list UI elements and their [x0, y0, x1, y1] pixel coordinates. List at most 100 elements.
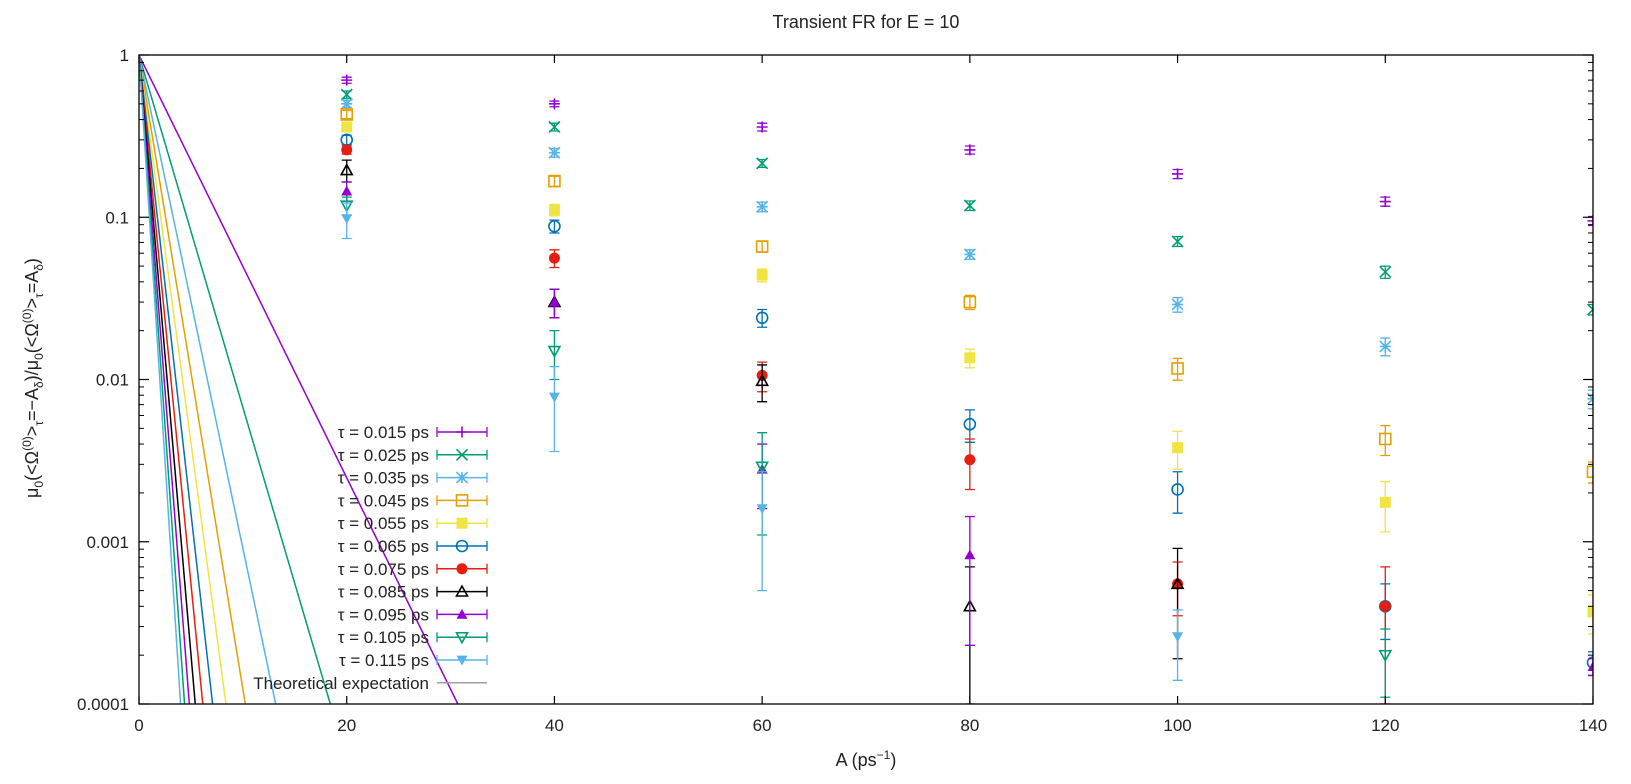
series-6-errorbar-4 [964, 409, 975, 443]
x-tick-label: 100 [1163, 716, 1191, 735]
series-1-point-4 [964, 144, 976, 156]
legend-entry-5: τ = 0.055 ps [338, 514, 488, 533]
series-2 [139, 55, 1593, 704]
series-11-point-3 [756, 504, 768, 515]
series-2-point-7 [1586, 303, 1593, 316]
series-3-errorbar-7 [1588, 389, 1593, 410]
legend-label: τ = 0.105 ps [338, 628, 429, 647]
legend-label: τ = 0.065 ps [338, 537, 429, 556]
series-10-point-1 [339, 200, 354, 213]
legend-marker [456, 426, 468, 438]
y-tick-label: 0.01 [96, 371, 129, 390]
series-6-errorbar-5 [1172, 471, 1183, 514]
plot-clipped-group [139, 55, 1593, 704]
legend-label: τ = 0.095 ps [338, 605, 429, 624]
legend-label: τ = 0.015 ps [338, 423, 429, 442]
series-9-point-1 [341, 185, 353, 196]
legend-errorbar-caps [436, 655, 488, 665]
series-4-errorbar-3 [757, 240, 768, 253]
series-9-errorbar-7 [1588, 658, 1593, 677]
series-1 [139, 55, 1593, 704]
series-5-point-3 [756, 269, 768, 281]
legend-label: τ = 0.075 ps [338, 560, 429, 579]
series-7-point-6 [1379, 600, 1391, 612]
legend-marker [456, 608, 468, 619]
series-5-point-5 [1172, 442, 1184, 454]
legend-errorbar-caps [436, 472, 488, 483]
series-2-errorbar-7 [1588, 303, 1593, 316]
series-3-point-2 [548, 146, 561, 159]
legend-marker [455, 471, 469, 484]
legend-marker [456, 517, 468, 529]
series-4-errorbar-7 [1588, 461, 1593, 484]
legend-entry-9: τ = 0.095 ps [338, 605, 488, 624]
series-3-point-6 [1379, 340, 1392, 353]
series-9-point-4 [964, 549, 976, 560]
legend-label: τ = 0.035 ps [338, 469, 429, 488]
y-tick-label: 0.0001 [77, 695, 129, 714]
series-11-errorbar-2 [549, 366, 560, 453]
y-tick-label: 0.001 [86, 533, 129, 552]
series-2-point-5 [1171, 235, 1184, 248]
legend-entry-7: τ = 0.075 ps [338, 560, 488, 579]
legend-label: Theoretical expectation [253, 674, 429, 693]
series-3-point-1 [340, 97, 353, 110]
series-7-point-1 [341, 144, 353, 156]
series-7-point-2 [548, 252, 560, 264]
series-3 [139, 55, 1593, 704]
series-2-theory-line [139, 55, 332, 704]
series-4-errorbar-1 [341, 109, 352, 120]
series-4-point-5 [1171, 362, 1184, 375]
legend-entry-2: τ = 0.025 ps [338, 446, 488, 465]
legend: τ = 0.015 ps τ = 0.025 ps τ = 0.035 ps τ = … [253, 423, 488, 693]
series-3-point-5 [1171, 298, 1184, 311]
series-6-point-2 [548, 219, 561, 233]
legend-marker [456, 563, 468, 575]
series-11-point-2 [548, 392, 560, 403]
series-1-point-2 [548, 98, 560, 110]
legend-entry-8: τ = 0.085 ps [338, 583, 488, 602]
legend-errorbar-caps [436, 449, 488, 460]
series-8 [139, 55, 1185, 704]
series-4-point-6 [1378, 432, 1392, 446]
series-11-theory-line [139, 55, 182, 704]
series-4-point-1 [340, 108, 354, 121]
series-8-point-3 [755, 373, 770, 387]
legend-label: τ = 0.045 ps [338, 491, 429, 510]
series-10-point-6 [1378, 649, 1393, 663]
series-6-theory-line [139, 55, 214, 704]
legend-errorbar-caps [436, 427, 488, 437]
series-2-point-2 [548, 120, 561, 134]
series-5-point-1 [341, 121, 353, 133]
plot-area [139, 55, 1593, 704]
series-1-point-5 [1172, 168, 1184, 180]
series-8-point-5 [1170, 576, 1185, 590]
legend-marker [455, 539, 469, 553]
series-11-point-1 [341, 214, 353, 225]
series-4-errorbar-5 [1172, 357, 1183, 381]
series-6-point-3 [755, 311, 769, 325]
axes: 0 20 40 60 80 100 120 140 0.0001 0.001 0.01 0.1 1 [77, 46, 1607, 735]
series-5-errorbar-7 [1588, 594, 1593, 635]
series-8-errorbar-3 [757, 364, 768, 403]
legend-errorbar-caps [436, 632, 488, 643]
series-5-point-2 [548, 204, 560, 216]
series-1-point-3 [756, 121, 768, 133]
series-9-point-7 [1587, 661, 1593, 672]
series-3-point-4 [963, 248, 976, 261]
series-7-theory-line [139, 55, 204, 704]
x-axis-label: A (ps−1) [836, 748, 897, 770]
legend-entry-10: τ = 0.105 ps [338, 628, 488, 647]
series-1-point-7 [1587, 215, 1593, 227]
series-9-theory-line [139, 55, 191, 704]
series-4-point-3 [755, 240, 769, 253]
x-tick-label: 60 [753, 716, 772, 735]
legend-marker [455, 632, 469, 645]
series-3-point-3 [756, 200, 769, 213]
series-6-point-4 [963, 417, 977, 431]
legend-entry-1: τ = 0.015 ps [338, 423, 488, 442]
y-tick-label: 1 [120, 46, 129, 65]
legend-entry-3: τ = 0.035 ps [338, 469, 488, 488]
series-11-errorbar-3 [757, 471, 768, 592]
